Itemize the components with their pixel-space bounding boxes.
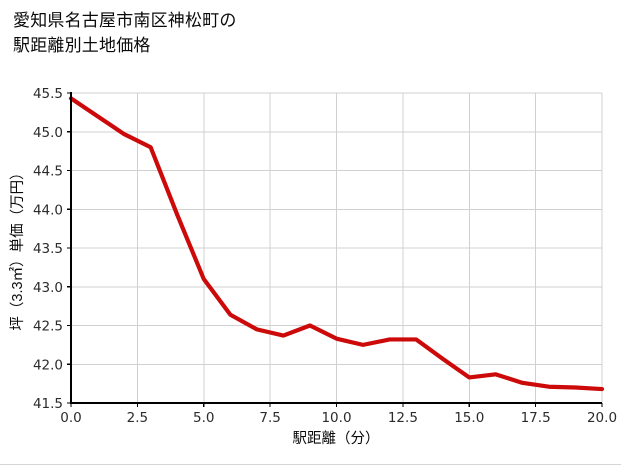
x-tick-label: 20.0 bbox=[587, 410, 617, 426]
y-tick-label: 44.5 bbox=[33, 164, 63, 180]
page-title: 愛知県名古屋市南区神松町の 駅距離別土地価格 bbox=[13, 11, 237, 55]
x-tick-label: 2.5 bbox=[127, 410, 148, 426]
y-axis-title: 坪（3.3㎡）単価（万円） bbox=[9, 165, 26, 330]
y-tick-label: 45.0 bbox=[33, 125, 63, 141]
y-tick-label: 45.5 bbox=[33, 86, 63, 102]
x-axis-title: 駅距離（分） bbox=[293, 429, 380, 447]
x-tick-label: 12.5 bbox=[388, 410, 418, 426]
x-tick-label: 10.0 bbox=[321, 410, 351, 426]
x-tick-label: 0.0 bbox=[60, 410, 81, 426]
y-tick-label: 44.0 bbox=[33, 202, 63, 218]
data-series-line bbox=[68, 96, 605, 392]
y-tick-label: 42.5 bbox=[33, 319, 63, 335]
y-tick-label: 42.0 bbox=[33, 357, 63, 373]
x-tick-label: 5.0 bbox=[193, 410, 214, 426]
x-axis-ticks: 0.0 2.5 5.0 7.5 10.0 12.5 15.0 17.5 20.0 bbox=[60, 403, 617, 426]
x-tick-label: 15.0 bbox=[454, 410, 484, 426]
y-tick-label: 43.5 bbox=[33, 241, 63, 257]
y-tick-label: 43.0 bbox=[33, 280, 63, 296]
y-axis-ticks: 41.5 42.0 42.5 43.0 43.5 44.0 44.5 45.0 45.5 bbox=[33, 86, 71, 412]
x-tick-label: 17.5 bbox=[521, 410, 551, 426]
x-tick-label: 7.5 bbox=[259, 410, 280, 426]
x-gridlines bbox=[70, 93, 603, 403]
y-tick-label: 41.5 bbox=[33, 396, 63, 412]
